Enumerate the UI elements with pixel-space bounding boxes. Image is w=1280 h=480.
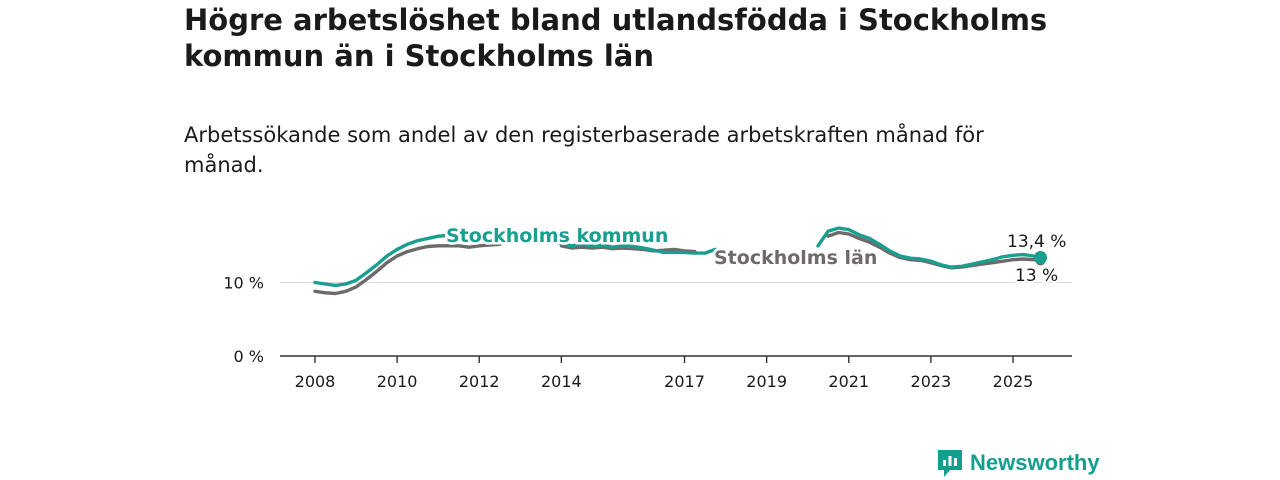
chart-title: Högre arbetslöshet bland utlandsfödda i … (184, 3, 1048, 73)
x-tick-label: 2014 (541, 372, 582, 391)
chart-subtitle: Arbetssökande som andel av den registerb… (184, 123, 984, 177)
x-tick-label: 2010 (377, 372, 418, 391)
x-tick-label: 2008 (295, 372, 336, 391)
labels: 0 % 10 % 2008 2010 2012 2014 2017 2019 2021 2023 2… (223, 223, 1068, 392)
x-tick-label: 2021 (828, 372, 869, 391)
end-label-stockholms-lan: 13 % (1015, 266, 1058, 286)
stockholms-lan-line (559, 244, 697, 254)
stockholms-kommun-line (313, 232, 461, 288)
brand-label: Newsworthy (970, 450, 1100, 475)
end-label-stockholms-kommun: 13,4 % (1007, 232, 1066, 252)
x-tick-label: 2019 (746, 372, 787, 391)
newsworthy-logo[interactable]: Newsworthy (936, 448, 1100, 478)
series-label-stockholms-kommun: Stockholms kommun (446, 225, 668, 247)
newsworthy-icon (938, 450, 962, 477)
x-tick-label: 2012 (459, 372, 500, 391)
x-tick-label: 2023 (911, 372, 952, 391)
series-label-stockholms-lan: Stockholms län (714, 247, 877, 269)
y-tick-label: 0 % (234, 347, 264, 366)
stockholms-kommun-end-dot (1034, 251, 1048, 265)
stockholms-kommun-line (549, 240, 717, 255)
x-axis (280, 355, 1072, 363)
x-tick-label: 2017 (664, 372, 705, 391)
series-lines (313, 226, 1048, 296)
stockholms-kommun-line (816, 226, 1043, 269)
stockholms-lan-line (313, 242, 502, 296)
x-tick-label: 2025 (993, 372, 1034, 391)
y-tick-label: 10 % (223, 274, 264, 293)
